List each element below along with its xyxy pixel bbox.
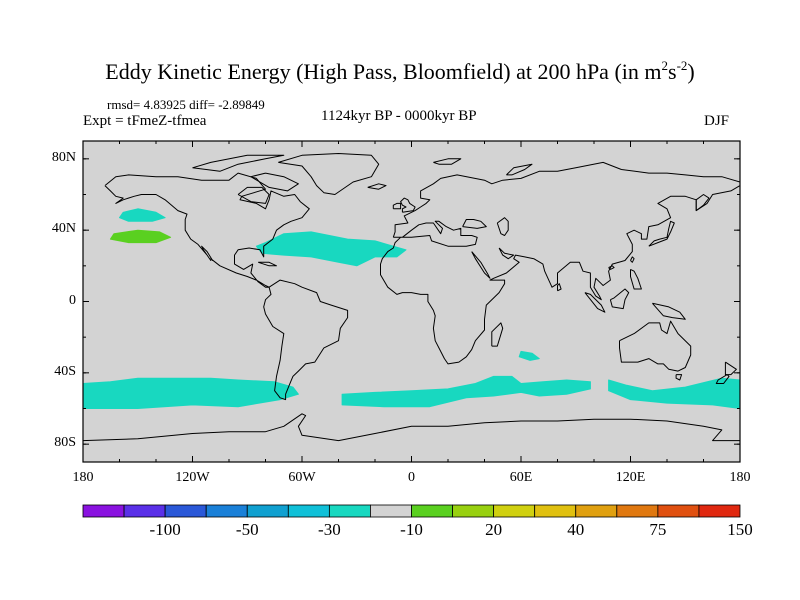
colorbar-swatch [657, 504, 700, 518]
colorbar-label: 150 [727, 520, 753, 539]
coast-madagascar [491, 322, 504, 347]
x-tick-label: 60E [509, 470, 533, 485]
coast-persian-gulf [498, 247, 515, 260]
title-sup-2: -2 [676, 58, 688, 73]
coast-uk [400, 197, 416, 213]
colorbar-swatch [452, 504, 495, 518]
coast-north-america [104, 172, 310, 288]
coast-antarctica [83, 413, 740, 442]
coast-philippines [630, 268, 642, 290]
coast-iceland [367, 183, 387, 190]
x-tick-label: 60W [288, 470, 316, 485]
colorbar-swatch [534, 504, 577, 518]
anomaly-southern-ocean-east [608, 377, 740, 409]
colorbar-label: -50 [235, 520, 259, 539]
colorbar-label: -10 [400, 520, 423, 539]
y-tick-label: 80S [54, 435, 76, 451]
rmsd-diff-text: rmsd= 4.83925 diff= -2.89849 [107, 97, 265, 112]
map-background [83, 141, 740, 462]
anomaly-pacific-north-cyan [119, 208, 166, 222]
coast-hudson-bay [237, 186, 270, 204]
colorbar [82, 504, 741, 518]
colorbar-swatch [205, 504, 248, 518]
anomaly-layer [83, 208, 740, 409]
coast-novaya-zemlya [506, 163, 533, 176]
anomaly-north-atlantic [255, 231, 407, 267]
coast-svalbard [433, 158, 462, 165]
coast-greenland [278, 153, 380, 195]
coastline-layer [83, 153, 740, 442]
colorbar-label: -30 [318, 520, 341, 539]
coast-new-zealand-south [715, 374, 730, 384]
colorbar-swatch [164, 504, 207, 518]
y-tick-label: 40N [51, 221, 76, 237]
title-close: ) [687, 59, 695, 84]
coast-caspian [496, 217, 509, 236]
colorbar-swatch [616, 504, 659, 518]
colorbar-swatch [411, 504, 453, 518]
colorbar-swatch [287, 504, 330, 518]
title-main: Eddy Kinetic Energy (High Pass, Bloomfie… [105, 59, 662, 84]
coast-ireland [392, 202, 402, 210]
coast-cuba [258, 261, 277, 267]
colorbar-swatch [82, 504, 125, 518]
coast-australia [619, 320, 692, 372]
coast-kamchatka [695, 194, 710, 212]
coast-black-sea [462, 219, 487, 229]
experiment-label: Expt = tFmeZ-tfmea [83, 113, 207, 129]
anomaly-pacific-north-green [109, 229, 172, 244]
coast-sumatra [584, 292, 606, 313]
anomaly-southern-ocean-west [83, 377, 299, 409]
season-label: DJF [704, 113, 730, 129]
colorbar-swatch [370, 504, 412, 518]
colorbar-label: -100 [149, 520, 181, 539]
coast-borneo [609, 288, 630, 310]
y-tick-label: 80N [51, 149, 76, 165]
colorbar-swatch [698, 504, 741, 518]
x-tick-label: 120W [175, 470, 210, 485]
colorbar-label: 75 [649, 520, 667, 539]
coast-baffin [250, 172, 299, 192]
x-tick-label: 180 [729, 470, 751, 485]
coast-taiwan [630, 256, 635, 263]
coast-japan [648, 220, 675, 247]
plot-title: Eddy Kinetic Energy (High Pass, Bloomfie… [0, 58, 800, 85]
coast-tasmania [675, 374, 683, 381]
coast-new-zealand [724, 361, 737, 376]
coast-south-america [263, 279, 349, 401]
colorbar-swatch [575, 504, 618, 518]
coast-eurasia-africa [380, 161, 740, 365]
coast-red-sea [471, 251, 491, 279]
title-mid: s [668, 59, 677, 84]
colorbar-label: 20 [485, 520, 503, 539]
anomaly-southern-ocean-central [341, 375, 591, 408]
tick-layer [82, 141, 741, 462]
coast-hainan [608, 265, 615, 270]
coast-sri-lanka [557, 283, 562, 292]
colorbar-swatch [493, 504, 536, 518]
y-tick-label: 0 [69, 292, 76, 308]
colorbar-swatch [123, 504, 166, 518]
y-tick-label: 40S [54, 363, 76, 379]
coast-new-guinea [652, 302, 686, 320]
x-tick-label: 0 [408, 470, 415, 485]
colorbar-label: 40 [567, 520, 585, 539]
colorbar-swatch [246, 504, 289, 518]
x-tick-label: 180 [72, 470, 94, 485]
anomaly-indian-ocean-small [518, 350, 540, 361]
title-sup-1: 2 [661, 58, 669, 73]
coast-canadian-arctic [192, 154, 285, 172]
time-period-label: 1124kyr BP - 0000kyr BP [321, 108, 477, 124]
x-tick-label: 120E [615, 470, 646, 485]
colorbar-swatch [328, 504, 371, 518]
